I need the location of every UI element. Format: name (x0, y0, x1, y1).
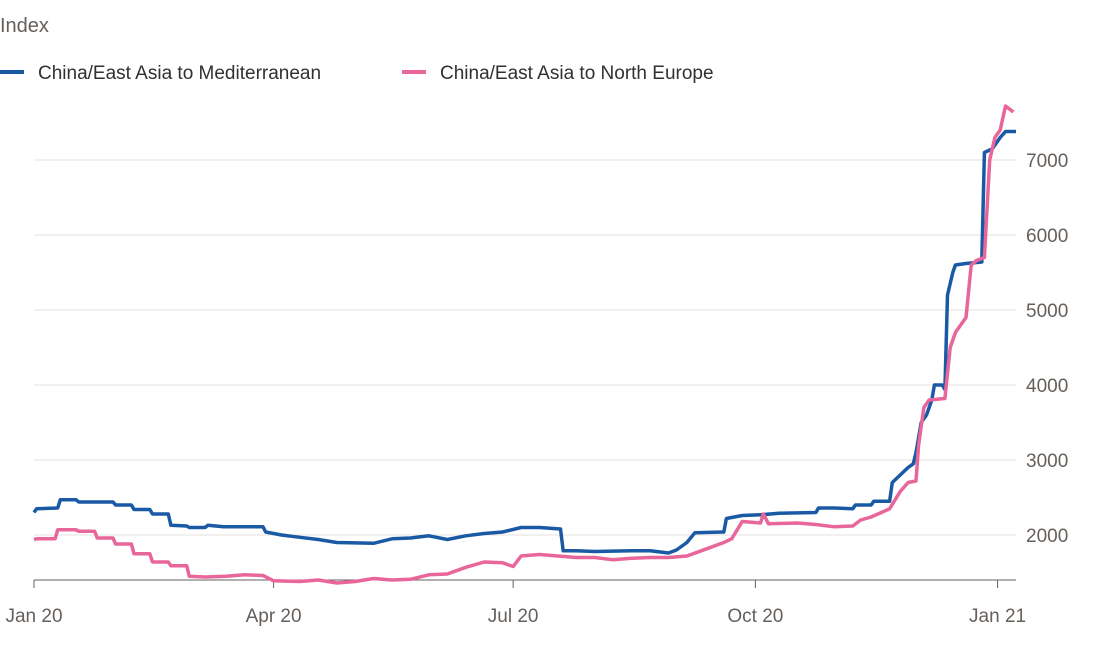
y-tick-label: 6000 (1026, 226, 1068, 247)
legend-label: China/East Asia to Mediterranean (38, 63, 321, 84)
x-tick-label: Apr 20 (246, 606, 302, 627)
series-layer (32, 104, 1016, 585)
x-tick-label: Jul 20 (488, 606, 539, 627)
y-tick-label: 7000 (1026, 151, 1068, 172)
y-tick-label: 4000 (1026, 376, 1068, 397)
series-line-north-europe (33, 104, 1015, 585)
x-tick-label: Jan 20 (5, 606, 62, 627)
gridlines (34, 159, 1016, 536)
legend: China/East Asia to Mediterranean China/Ea… (0, 63, 714, 84)
x-axis: Jan 20 Apr 20 Jul 20 Oct 20 Jan 21 (5, 579, 1026, 627)
x-tick-label: Oct 20 (727, 606, 783, 627)
y-axis: 2000 3000 4000 5000 6000 7000 (1026, 151, 1068, 547)
x-tick-label: Jan 21 (969, 606, 1026, 627)
y-tick-label: 5000 (1026, 301, 1068, 322)
legend-label: China/East Asia to North Europe (440, 63, 714, 84)
y-axis-title: Index (0, 15, 49, 37)
series-line-mediterranean (32, 129, 1016, 555)
y-tick-label: 3000 (1026, 451, 1068, 472)
y-tick-label: 2000 (1026, 526, 1068, 547)
